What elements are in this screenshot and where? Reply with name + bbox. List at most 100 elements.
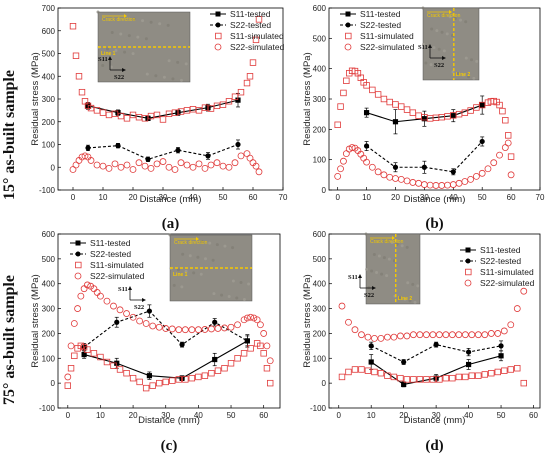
- inset-texture-dot: [141, 19, 145, 23]
- legend-label: S11-tested: [230, 9, 271, 19]
- data-point: [81, 152, 89, 160]
- data-point: [465, 349, 472, 355]
- data-point: [90, 350, 98, 357]
- x-tick-label: 50: [227, 411, 236, 420]
- data-point: [103, 297, 111, 305]
- data-point: [494, 330, 502, 337]
- y-axis-label: Residual stress (MPa): [302, 52, 313, 145]
- series-s11-tested: [368, 350, 504, 388]
- data-point: [426, 181, 434, 189]
- y-tick-label: 500: [313, 34, 327, 43]
- data-point: [403, 106, 411, 113]
- panel-label: (c): [161, 438, 178, 454]
- data-point: [461, 331, 469, 339]
- y-tick-label: 200: [42, 329, 56, 338]
- x-tick-label: 60: [507, 193, 516, 202]
- inset-texture-dot: [456, 72, 460, 76]
- inset-texture-dot: [408, 299, 412, 303]
- data-point: [169, 377, 176, 384]
- arrow-head-icon: [358, 274, 362, 278]
- inset-texture-dot: [227, 295, 231, 299]
- data-point: [243, 79, 251, 87]
- data-point: [358, 331, 365, 339]
- data-point: [401, 359, 407, 365]
- panel-label: (b): [425, 216, 443, 232]
- inset-texture-dot: [199, 272, 203, 276]
- data-point: [490, 159, 498, 167]
- data-point: [135, 159, 143, 167]
- inset-s22-label: S22: [114, 74, 124, 81]
- data-point: [340, 157, 347, 165]
- data-point: [237, 88, 245, 96]
- data-point: [363, 158, 370, 166]
- data-point: [249, 59, 257, 66]
- legend-label: S22-simulated: [360, 42, 415, 52]
- y-tick-label: 600: [313, 230, 327, 239]
- data-point: [194, 326, 202, 334]
- data-point: [87, 157, 95, 164]
- y-tick-label: 100: [313, 354, 327, 363]
- legend-label: S11-simulated: [360, 31, 414, 41]
- legend: S11-testedS22-testedS11-simulatedS22-sim…: [70, 238, 145, 281]
- series-line: [83, 310, 248, 348]
- inset-s11-label: S11: [418, 44, 428, 51]
- inset-texture-dot: [472, 76, 476, 80]
- data-point: [384, 333, 391, 341]
- data-point: [455, 373, 463, 381]
- legend-marker: [345, 32, 352, 40]
- data-point: [442, 374, 450, 382]
- data-point: [105, 164, 113, 172]
- inset-texture-dot: [127, 34, 131, 38]
- inset-texture-dot: [158, 22, 162, 26]
- data-point: [81, 351, 87, 358]
- data-point: [115, 143, 121, 149]
- x-tick-label: 0: [66, 411, 71, 420]
- data-point: [507, 153, 515, 160]
- inset-texture-dot: [467, 75, 471, 79]
- data-point: [70, 320, 78, 327]
- data-point: [181, 326, 189, 334]
- x-tick-label: 40: [464, 411, 473, 420]
- series-s11-tested: [81, 334, 250, 382]
- inset-texture-dot: [223, 244, 227, 248]
- data-point: [123, 115, 131, 122]
- data-point: [221, 365, 228, 372]
- data-point: [465, 361, 472, 368]
- inset-texture-dot: [370, 269, 374, 273]
- x-tick-label: 40: [189, 193, 198, 202]
- x-tick-label: 60: [249, 193, 258, 202]
- data-point: [363, 82, 370, 89]
- data-point: [475, 372, 482, 379]
- data-point: [171, 166, 179, 173]
- data-point: [421, 164, 427, 170]
- data-point: [501, 144, 509, 151]
- row-label-15: 15° as-built sample: [1, 70, 18, 200]
- data-point: [146, 373, 153, 379]
- data-point: [110, 362, 117, 369]
- data-point: [364, 333, 372, 341]
- legend-marker: [345, 22, 351, 28]
- data-point: [369, 86, 376, 94]
- data-point: [64, 382, 71, 389]
- data-point: [433, 342, 439, 348]
- data-point: [257, 321, 264, 329]
- x-tick-label: 30: [432, 411, 441, 420]
- legend-marker: [75, 240, 81, 246]
- data-point: [67, 365, 75, 372]
- arrow-head-icon: [428, 44, 432, 48]
- inset-texture-dot: [242, 298, 246, 302]
- inset-texture-dot: [168, 233, 172, 237]
- x-tick-label: 30: [420, 193, 429, 202]
- data-point: [87, 104, 95, 112]
- data-point: [175, 326, 183, 334]
- series-s22-tested: [81, 304, 250, 352]
- arrow-head-icon: [108, 56, 112, 60]
- data-point: [473, 172, 480, 180]
- inset-texture-dot: [110, 30, 114, 34]
- data-point: [244, 338, 250, 344]
- data-point: [467, 175, 475, 183]
- inset-texture-dot: [437, 47, 441, 51]
- data-point: [234, 355, 241, 362]
- x-tick-label: 20: [129, 411, 138, 420]
- data-point: [213, 159, 221, 167]
